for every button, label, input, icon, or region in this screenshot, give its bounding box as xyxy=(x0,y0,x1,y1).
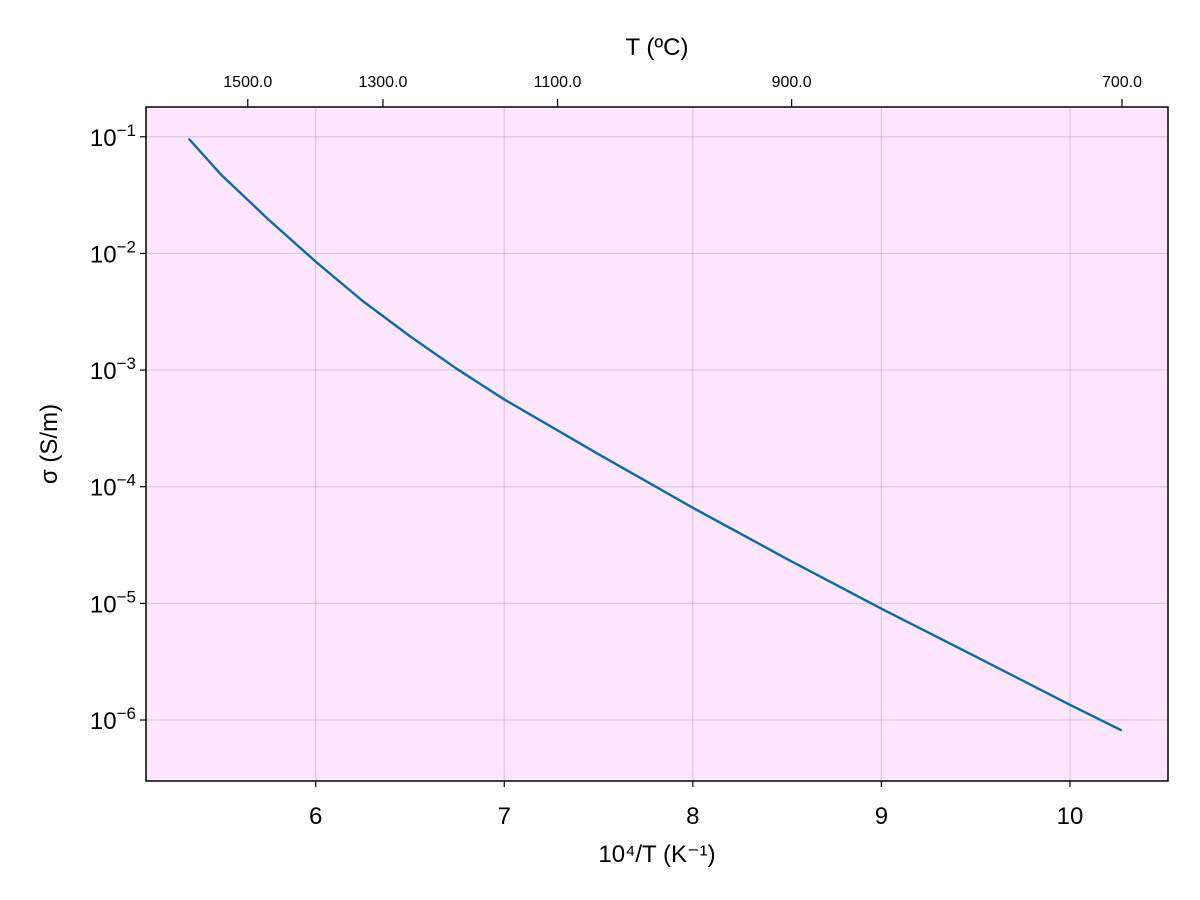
top-axis-title: T (ºC) xyxy=(626,34,689,61)
x-tick-label: 7 xyxy=(498,803,511,830)
y-tick-label: 10−5 xyxy=(90,587,136,618)
y-tick-label: 10−1 xyxy=(90,121,136,152)
y-tick-label: 10−4 xyxy=(90,471,136,502)
y-tick-label: 10−2 xyxy=(90,237,136,268)
top-tick-label: 1300.0 xyxy=(358,74,407,91)
y-axis: 10−6 10−5 10−4 10−3 10−2 10−1 xyxy=(90,121,146,735)
plot-frame xyxy=(145,106,1169,782)
y-tick-label: 10−6 xyxy=(90,704,136,735)
top-axis: 1500.0 1300.0 1100.0 900.0 700.0 xyxy=(223,74,1142,107)
series-layer xyxy=(188,138,1123,732)
x-tick-label: 6 xyxy=(309,803,322,830)
top-tick-label: 1100.0 xyxy=(534,74,582,91)
x-axis-title: 10⁴/T (K⁻¹) xyxy=(598,841,715,868)
y-axis-title: σ (S/m) xyxy=(36,404,63,484)
x-axis: 6 7 8 9 10 xyxy=(309,781,1083,830)
top-tick-label: 900.0 xyxy=(772,74,812,91)
top-tick-label: 1500.0 xyxy=(223,74,272,91)
grid xyxy=(146,107,1168,781)
x-tick-label: 8 xyxy=(686,803,699,830)
y-tick-label: 10−3 xyxy=(90,354,136,385)
top-tick-label: 700.0 xyxy=(1102,74,1142,91)
series-line xyxy=(188,138,1123,732)
x-tick-label: 9 xyxy=(875,803,888,830)
x-tick-label: 10 xyxy=(1057,803,1084,830)
plot-background xyxy=(146,107,1168,781)
